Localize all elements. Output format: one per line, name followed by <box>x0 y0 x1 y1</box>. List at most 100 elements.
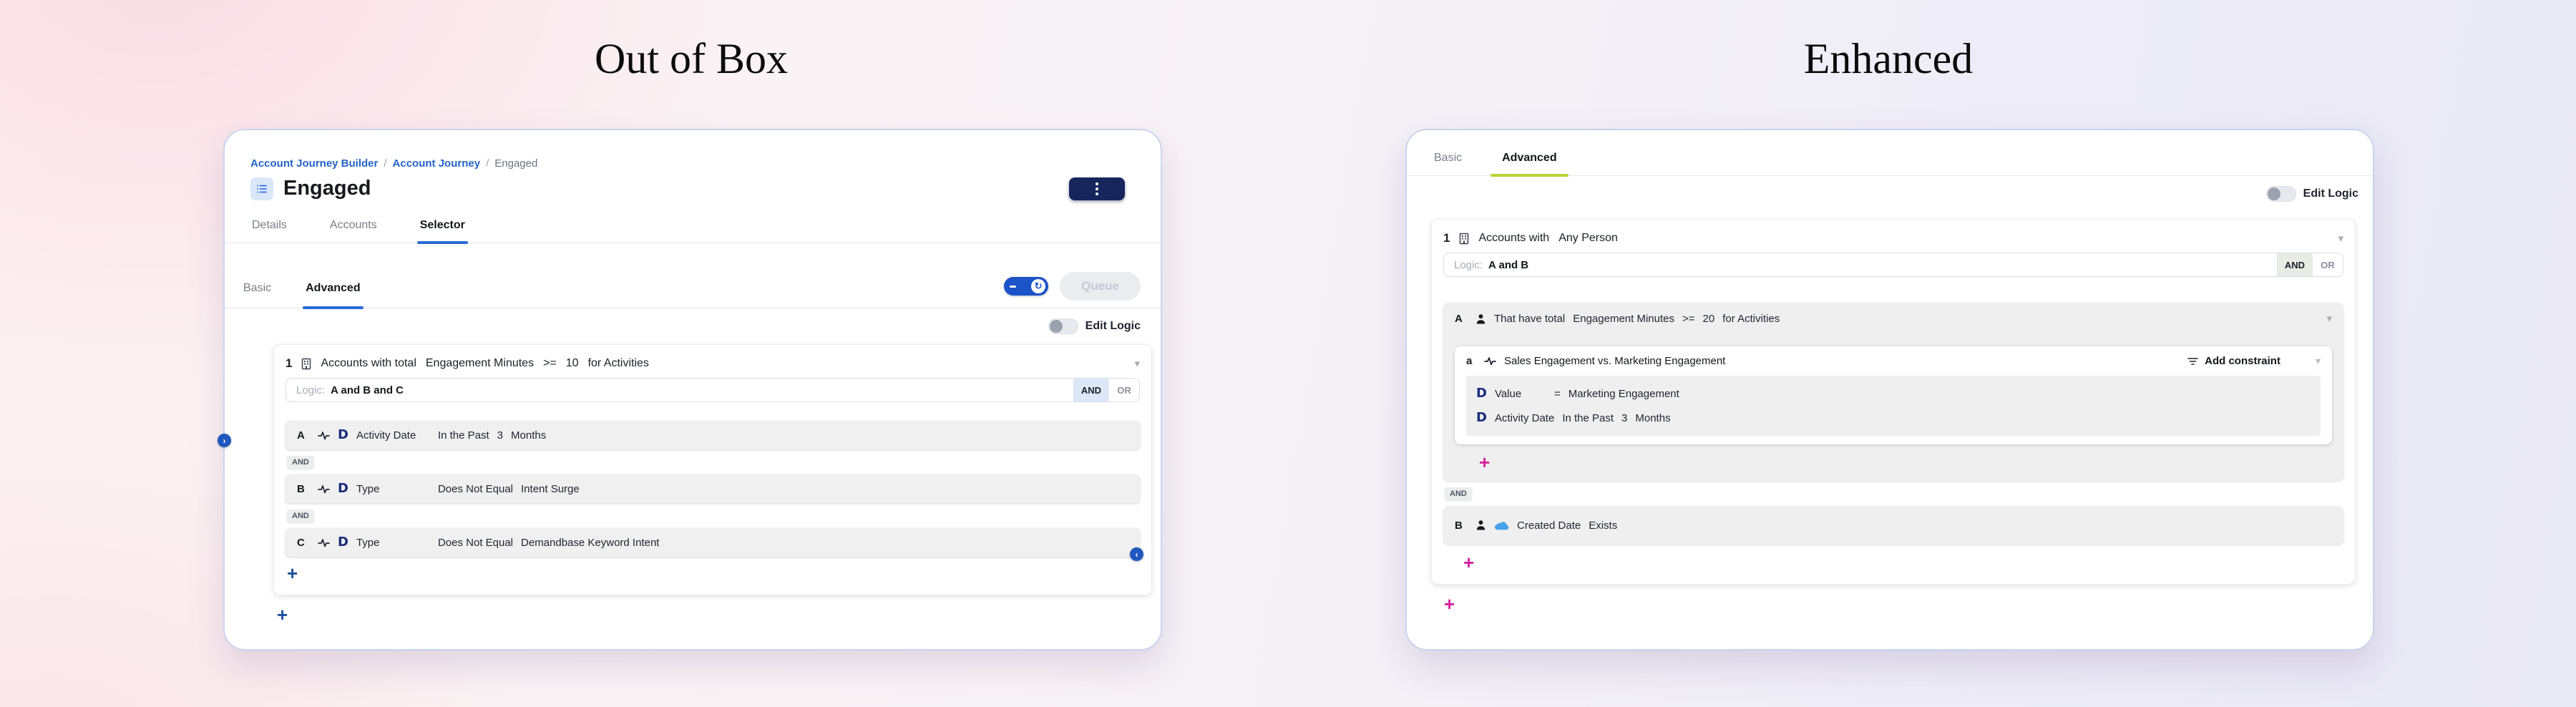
salesforce-cloud-icon <box>1494 520 1509 531</box>
tab-advanced[interactable]: Advanced <box>303 282 364 309</box>
or-button[interactable]: OR <box>2312 253 2343 276</box>
constraint-value: Marketing Engagement <box>1568 387 1679 400</box>
add-constraint-button[interactable]: Add constraint ▾ <box>2187 355 2321 367</box>
condition-row-c[interactable]: C D Type Does Not Equal Demandbase Keywo… <box>286 528 1140 557</box>
condition-row-b[interactable]: B Created Date Exists <box>1443 506 2343 545</box>
row-operator: Exists <box>1589 519 1618 532</box>
row-value: 3 <box>497 429 504 442</box>
sync-refresh-icon: ↻ <box>1031 279 1046 293</box>
logic-label: Logic: <box>1454 258 1483 271</box>
group-header-prefix: Accounts with <box>1478 232 1550 244</box>
and-connector-chip: AND <box>287 456 314 469</box>
group-header-value: Any Person <box>1558 232 1618 244</box>
section-title-out-of-box: Out of Box <box>595 35 788 82</box>
edit-logic-toggle[interactable] <box>2265 186 2296 202</box>
group-header-prefix: Accounts with total <box>321 357 416 369</box>
pulse-icon <box>1484 356 1496 366</box>
minus-icon <box>1010 285 1017 288</box>
breadcrumb-separator: / <box>486 157 489 170</box>
row-value: Demandbase Keyword Intent <box>521 536 660 549</box>
tab-accounts[interactable]: Accounts <box>329 219 377 231</box>
group-header-field: Engagement Minutes <box>425 357 535 369</box>
tab-selector[interactable]: Selector <box>416 219 468 244</box>
constraint-operator: = <box>1553 387 1561 400</box>
row-header-suffix: for Activities <box>1722 313 1780 325</box>
caret-down-icon[interactable]: ▾ <box>2338 232 2343 245</box>
pulse-icon <box>318 537 330 548</box>
and-button[interactable]: AND <box>2277 253 2312 276</box>
edit-logic-toggle[interactable] <box>1048 318 1078 334</box>
row-a-header[interactable]: A That have total Engagement Minutes >= … <box>1455 313 2332 325</box>
edit-logic-label: Edit Logic <box>1085 320 1141 332</box>
tab-advanced[interactable]: Advanced <box>1491 152 1568 177</box>
group-header-value: 10 <box>565 357 579 369</box>
out-of-box-panel-content: Account Journey Builder / Account Journe… <box>225 130 1161 649</box>
sync-toggle[interactable]: ↻ <box>1004 277 1049 296</box>
caret-down-icon: ▾ <box>2315 355 2321 366</box>
page-title: Engaged <box>283 177 371 200</box>
breadcrumb-link-journey[interactable]: Account Journey <box>392 157 481 170</box>
group-header-operator: >= <box>543 357 557 369</box>
section-title-enhanced: Enhanced <box>1803 35 1974 82</box>
tab-basic[interactable]: Basic <box>243 282 272 294</box>
active-tab-underline <box>303 306 364 309</box>
selector-mode-tabs: Basic Advanced <box>1407 152 2373 177</box>
row-field: Type <box>356 536 380 549</box>
active-tab-underline <box>416 241 468 244</box>
row-operator: Does Not Equal <box>437 482 514 495</box>
tab-details[interactable]: Details <box>252 219 287 231</box>
filter-icon <box>2187 357 2198 366</box>
and-button[interactable]: AND <box>1073 379 1108 401</box>
edit-logic-row: Edit Logic <box>1407 186 2373 202</box>
add-condition-button[interactable]: + <box>1463 552 1475 573</box>
selector-group-card: 1 Accounts with Any Person ▾ Logic: A an… <box>1431 219 2356 585</box>
caret-down-icon[interactable]: ▾ <box>2326 313 2332 325</box>
chevron-right-icon[interactable]: › <box>218 434 231 447</box>
nested-card-header: a Sales Engagement vs. Marketing Engagem… <box>1466 355 2321 367</box>
selector-group-card: 1 Accounts with total Engagement Minutes… <box>273 344 1152 595</box>
constraint-unit: Months <box>1635 411 1671 424</box>
and-connector-chip: AND <box>1445 487 1472 500</box>
queue-button[interactable]: Queue <box>1060 272 1141 301</box>
breadcrumb-link-builder[interactable]: Account Journey Builder <box>250 157 379 170</box>
row-field: Created Date <box>1517 519 1581 532</box>
breadcrumb: Account Journey Builder / Account Journe… <box>225 157 1161 170</box>
condition-row-a[interactable]: A D Activity Date In the Past 3 Months <box>286 421 1140 449</box>
add-condition-button[interactable]: + <box>287 562 298 584</box>
edit-logic-row: Edit Logic <box>225 318 1161 334</box>
more-actions-button[interactable] <box>1069 177 1125 200</box>
caret-down-icon[interactable]: ▾ <box>1134 357 1140 370</box>
person-icon <box>1475 313 1486 325</box>
row-operator: In the Past <box>437 429 489 442</box>
nested-condition-card: a Sales Engagement vs. Marketing Engagem… <box>1455 346 2332 444</box>
condition-row-b[interactable]: B D Type Does Not Equal Intent Surge <box>286 474 1140 503</box>
out-of-box-panel: Account Journey Builder / Account Journe… <box>218 129 1162 650</box>
group-number: 1 <box>1443 231 1450 245</box>
selector-mode-tabs: Basic Advanced ↻ Queue <box>225 255 1161 309</box>
chevron-left-icon[interactable]: ‹ <box>1130 547 1143 561</box>
edit-logic-label: Edit Logic <box>2303 187 2358 200</box>
add-group-button[interactable]: + <box>277 604 288 625</box>
constraint-row-value[interactable]: D Value = Marketing Engagement <box>1476 381 2311 406</box>
row-unit: Months <box>511 429 547 442</box>
constraint-operator: In the Past <box>1562 411 1614 424</box>
row-field: Type <box>356 482 380 495</box>
and-connector-chip: AND <box>287 509 314 522</box>
list-icon <box>250 177 273 200</box>
group-number: 1 <box>286 356 293 370</box>
constraint-row-date[interactable]: D Activity Date In the Past 3 Months <box>1476 406 2311 430</box>
or-button[interactable]: OR <box>1108 379 1139 401</box>
logic-input[interactable]: Logic: A and B AND OR <box>1443 253 2343 277</box>
row-letter: A <box>1455 313 1463 325</box>
demandbase-icon: D <box>1476 410 1487 425</box>
row-header-operator: >= <box>1682 313 1695 325</box>
add-nested-condition-button[interactable]: + <box>1479 452 1491 473</box>
breadcrumb-current: Engaged <box>494 157 538 170</box>
add-group-button[interactable]: + <box>1444 593 1455 615</box>
enhanced-panel: Basic Advanced Edit Logic 1 Accounts wit… <box>1405 129 2374 650</box>
logic-input[interactable]: Logic: A and B and C AND OR <box>286 378 1140 402</box>
active-tab-underline <box>1491 174 1568 177</box>
tab-basic[interactable]: Basic <box>1434 152 1463 164</box>
row-letter: B <box>297 482 305 495</box>
enhanced-panel-content: Basic Advanced Edit Logic 1 Accounts wit… <box>1407 130 2373 649</box>
